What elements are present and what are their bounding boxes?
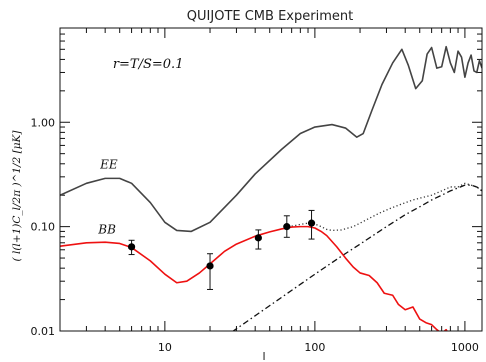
annotation-bb: BB (97, 222, 116, 236)
data-point-marker (307, 219, 316, 227)
chart-title: QUIJOTE CMB Experiment (187, 9, 353, 24)
y-tick-label: 0.10 (31, 221, 56, 234)
x-tick-label: 1000 (451, 341, 479, 354)
series-line-ee (60, 45, 482, 233)
series-group (60, 45, 482, 331)
data-point (206, 253, 214, 290)
x-tick-label: 10 (158, 341, 172, 354)
data-point-marker (283, 223, 291, 231)
y-axis-label: ( l(l+1)C_l/2π )^1/2 [μK] (11, 130, 23, 262)
annotation-ratio: r=T/S=0.1 (113, 57, 184, 72)
data-point (127, 239, 136, 256)
series-line-lensing (232, 184, 482, 331)
data-point (307, 209, 316, 240)
data-point (254, 229, 262, 250)
data-point-marker (127, 243, 136, 251)
x-tick-label: 100 (304, 341, 325, 354)
y-tick-label: 1.00 (31, 116, 56, 129)
series-line-bb-lensed (291, 182, 482, 232)
minor-ticks (59, 27, 482, 331)
series-line-bb-primordial (60, 225, 448, 331)
x-axis-label: l (262, 350, 265, 362)
data-point-marker (254, 234, 262, 242)
annotation-ee: EE (99, 158, 118, 172)
y-tick-label: 0.01 (31, 325, 56, 338)
plot-frame (59, 27, 483, 332)
plot-area: 10 100 1000 0.01 0.10 1.00 r=T/S=0.1 EE BB (31, 27, 483, 354)
data-point-marker (206, 262, 214, 270)
data-point (283, 215, 291, 238)
